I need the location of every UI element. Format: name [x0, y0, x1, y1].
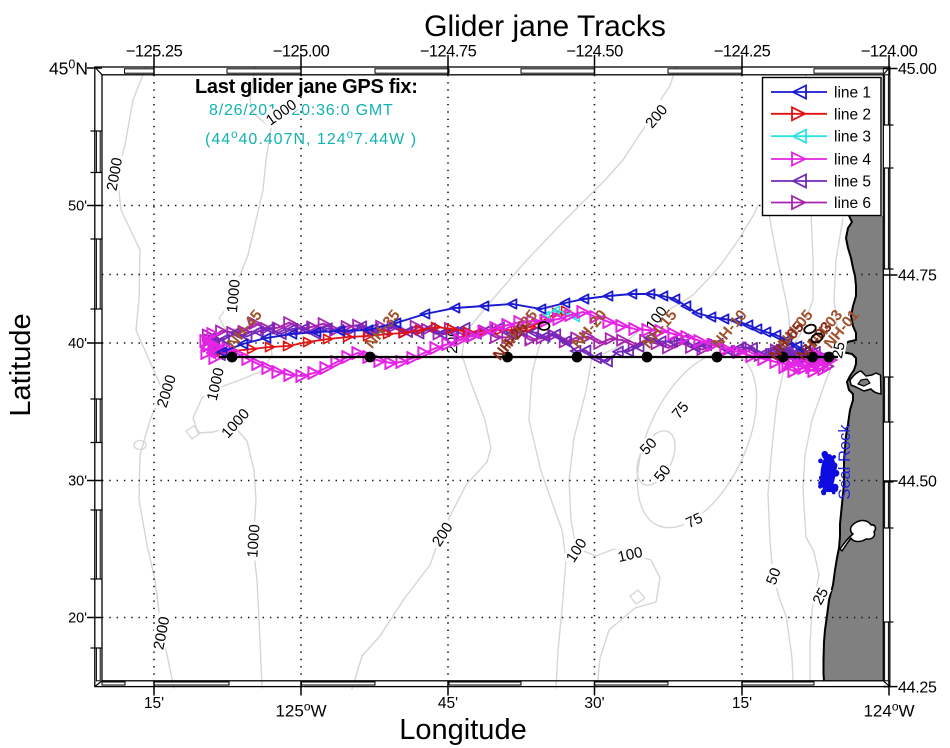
svg-text:−124.00: −124.00: [861, 43, 918, 61]
svg-text:30': 30': [584, 695, 604, 712]
svg-text:44.50: 44.50: [898, 474, 937, 491]
svg-text:line 5: line 5: [834, 174, 871, 191]
svg-text:−124.50: −124.50: [566, 43, 623, 61]
svg-text:−124.75: −124.75: [420, 43, 477, 61]
svg-text:100: 100: [616, 544, 644, 566]
svg-text:15': 15': [732, 695, 752, 712]
svg-text:−124.25: −124.25: [714, 43, 771, 61]
svg-text:25: 25: [809, 585, 832, 608]
svg-text:45.00: 45.00: [898, 61, 937, 78]
svg-text:line 2: line 2: [834, 106, 871, 123]
svg-text:45': 45': [438, 695, 458, 712]
svg-text:(44o40.407N, 124o7.44W ): (44o40.407N, 124o7.44W ): [205, 129, 417, 148]
svg-text:44.75: 44.75: [898, 268, 937, 285]
svg-text:40': 40': [68, 336, 87, 352]
svg-text:line 6: line 6: [834, 195, 871, 212]
svg-text:50: 50: [651, 462, 675, 486]
svg-text:20': 20': [68, 610, 87, 626]
svg-text:450N: 450N: [49, 58, 88, 79]
svg-text:124oW: 124oW: [863, 700, 914, 721]
svg-text:−125.25: −125.25: [126, 43, 183, 61]
svg-text:Glider jane Tracks: Glider jane Tracks: [424, 10, 666, 43]
svg-text:line 4: line 4: [834, 152, 871, 169]
svg-text:line 1: line 1: [834, 85, 871, 102]
svg-text:1000: 1000: [244, 524, 263, 558]
svg-text:75: 75: [683, 510, 705, 532]
svg-text:1000: 1000: [224, 279, 244, 314]
svg-text:15': 15': [144, 695, 164, 712]
svg-text:50: 50: [763, 566, 785, 587]
svg-text:2000: 2000: [104, 156, 127, 192]
svg-text:30': 30': [68, 473, 87, 489]
svg-text:8/26/2011 20:36:0 GMT: 8/26/2011 20:36:0 GMT: [209, 102, 394, 119]
svg-text:−125.00: −125.00: [273, 43, 330, 61]
svg-text:Last glider jane GPS fix:: Last glider jane GPS fix:: [195, 76, 418, 98]
svg-text:Longitude: Longitude: [399, 714, 526, 746]
svg-text:Seal Rock: Seal Rock: [836, 424, 854, 500]
svg-text:Latitude: Latitude: [5, 313, 37, 416]
svg-text:50': 50': [68, 198, 87, 214]
svg-text:125oW: 125oW: [275, 700, 326, 721]
svg-text:2000: 2000: [150, 615, 173, 651]
svg-text:44.25: 44.25: [898, 680, 937, 697]
svg-text:line 3: line 3: [834, 129, 871, 146]
